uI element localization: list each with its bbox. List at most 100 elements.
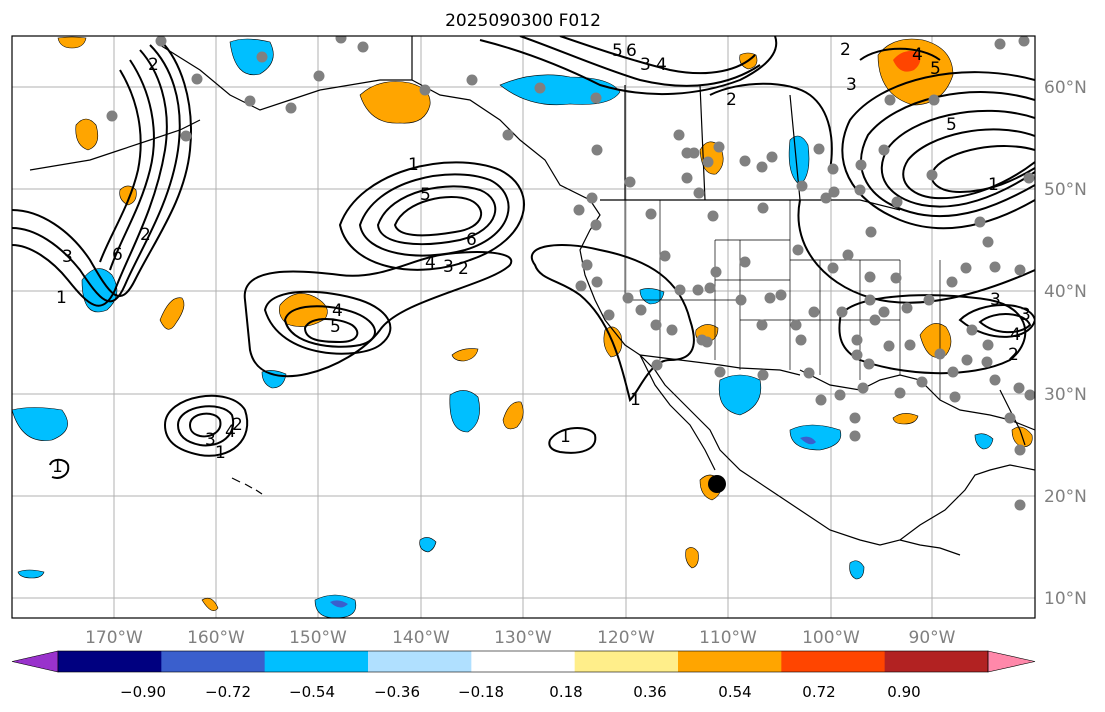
station-marker — [815, 394, 827, 406]
station-marker — [966, 324, 978, 336]
contour-label: 2 — [140, 225, 151, 245]
station-marker — [960, 262, 972, 274]
contour-line — [519, 36, 761, 87]
contour-label: 6 — [112, 245, 123, 265]
colorbar-segments — [11, 650, 1036, 673]
contour-line — [530, 244, 695, 402]
colorbar-segment — [368, 651, 472, 672]
contour-lines — [12, 36, 1035, 479]
station-marker — [692, 284, 704, 296]
colorbar-tick-label: −0.36 — [374, 683, 420, 701]
contour-label: 1 — [56, 288, 67, 308]
colorbar-segment — [678, 651, 782, 672]
station-marker — [581, 259, 593, 271]
station-marker — [989, 261, 1001, 273]
station-marker — [792, 244, 804, 256]
colorbar-tick-label: −0.54 — [289, 683, 335, 701]
contour-line — [12, 39, 192, 297]
station-marker — [591, 276, 603, 288]
station-marker — [865, 226, 877, 238]
station-marker — [590, 219, 602, 231]
station-marker — [878, 306, 890, 318]
lon-tick-label: 100°W — [802, 628, 860, 648]
colorbar-segment — [781, 651, 886, 672]
contour-line — [176, 405, 235, 447]
contour-label: 5 — [330, 317, 341, 337]
station-marker — [904, 339, 916, 351]
contour-label: 3 — [1020, 305, 1031, 325]
station-marker — [651, 359, 663, 371]
contour-label: 3 — [640, 55, 651, 75]
anomaly-deep-blue-core — [330, 600, 348, 608]
station-marker — [982, 339, 994, 351]
colorbar-tick-label: 0.90 — [887, 683, 920, 701]
contour-label: 2 — [232, 415, 243, 435]
station-marker — [1023, 172, 1035, 184]
contour-label: 2 — [148, 55, 159, 75]
contour-line — [188, 412, 222, 438]
contour-label: 3 — [205, 430, 216, 450]
station-marker — [502, 129, 514, 141]
contour-label: 5 — [930, 59, 941, 79]
station-marker — [673, 129, 685, 141]
map-border — [11, 35, 1036, 619]
station-marker — [796, 180, 808, 192]
contour-label: 1 — [52, 457, 63, 477]
station-marker — [757, 369, 769, 381]
anomaly-orange-blob — [359, 81, 431, 124]
colorbar-segment — [264, 651, 369, 672]
contour-line — [797, 199, 1035, 304]
station-marker — [335, 36, 347, 44]
station-marker — [1024, 389, 1035, 401]
contour-label: 6 — [626, 41, 637, 61]
contour-line — [978, 313, 1032, 334]
station-marker — [586, 192, 598, 204]
contour-line — [283, 305, 376, 348]
contour-labels: 5 6 4 3 2 1 1 5 6 4 3 2 4 2 3 2 1 1 1 2 — [52, 40, 1031, 477]
north-america-coastline — [411, 79, 1035, 546]
contour-label: 2 — [726, 90, 737, 110]
contour-line — [479, 36, 778, 96]
station-marker — [659, 250, 671, 262]
station-marker — [739, 256, 751, 268]
anomaly-blue-blob — [789, 424, 842, 451]
contour-label: 4 — [1010, 325, 1021, 345]
station-marker — [884, 94, 896, 106]
station-marker — [650, 319, 662, 331]
station-marker — [1004, 412, 1016, 424]
station-marker — [757, 202, 769, 214]
contour-line — [930, 145, 1035, 194]
station-marker — [820, 192, 832, 204]
longitude-axis: 170°W 160°W 150°W 140°W 130°W 120°W 110°… — [85, 628, 956, 648]
station-marker — [926, 169, 938, 181]
contour-line — [243, 251, 513, 378]
anomaly-blue-blob — [449, 390, 480, 433]
colorbar-tick-label: −0.90 — [120, 683, 166, 701]
station-marker — [863, 358, 875, 370]
station-marker — [883, 340, 895, 352]
station-marker — [790, 319, 802, 331]
anomaly-blue-blob — [788, 135, 810, 186]
contour-label: 3 — [990, 290, 1001, 310]
station-marker — [419, 84, 431, 96]
station-marker — [714, 366, 726, 378]
contour-line — [358, 173, 510, 257]
station-marker — [681, 172, 693, 184]
lon-tick-label: 130°W — [494, 628, 552, 648]
colorbar-tick-label: −0.18 — [458, 683, 504, 701]
colorbar-segment — [471, 651, 576, 672]
colorbar-segment — [161, 651, 266, 672]
station-marker — [191, 73, 203, 85]
station-marker — [702, 156, 714, 168]
contour-line — [163, 394, 249, 457]
station-marker — [591, 144, 603, 156]
station-marker — [693, 187, 705, 199]
station-marker — [710, 266, 722, 278]
anomaly-orange-blob — [451, 348, 479, 362]
station-marker — [916, 376, 928, 388]
station-marker — [603, 309, 615, 321]
anomaly-blue-blob — [718, 374, 762, 416]
station-marker — [573, 204, 585, 216]
station-marker — [813, 143, 825, 155]
